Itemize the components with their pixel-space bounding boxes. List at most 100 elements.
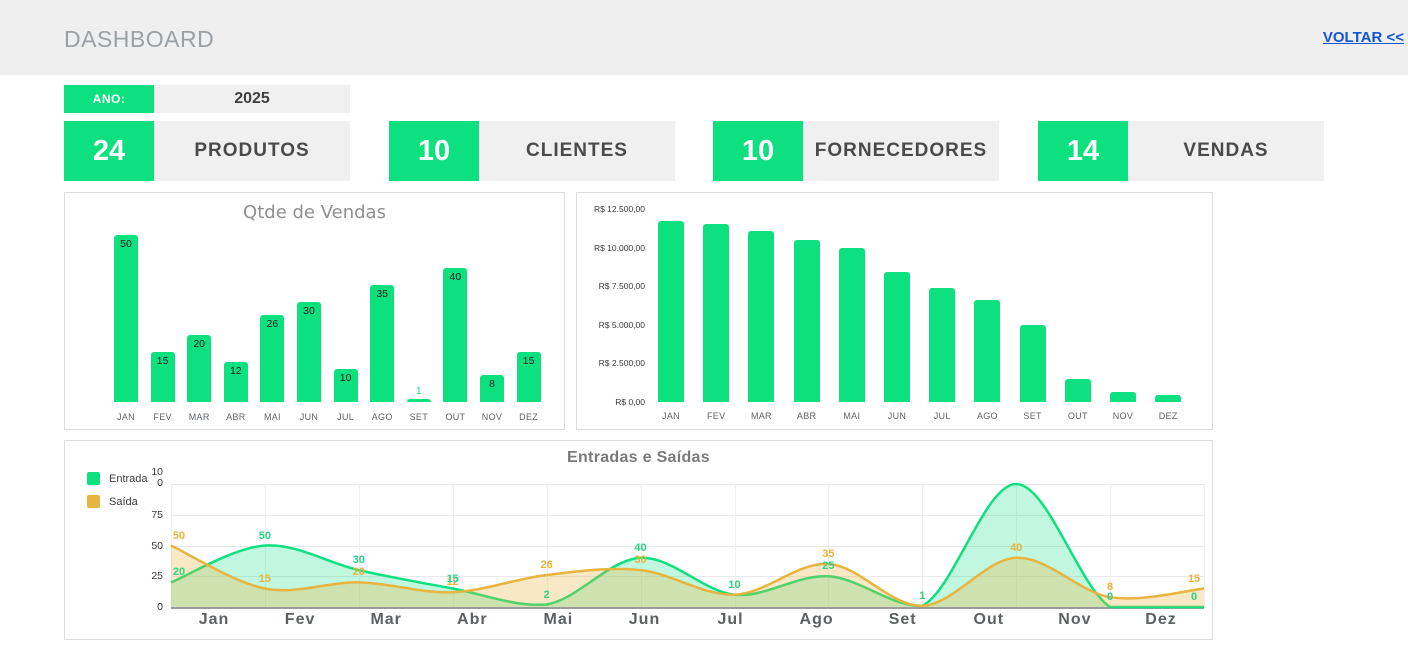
- year-value[interactable]: 2025: [154, 85, 350, 113]
- x-tick-label: ABR: [226, 412, 246, 422]
- bar: [703, 224, 730, 402]
- page-title: DASHBOARD: [64, 26, 215, 52]
- kpi-produtos-label: PRODUTOS: [154, 121, 350, 181]
- x-tick-label: Jul: [717, 611, 744, 628]
- kpi-clientes: 10 CLIENTES: [389, 121, 675, 181]
- gridline: [171, 545, 1204, 547]
- x-tick-label: MAR: [188, 412, 210, 422]
- x-tick-label: NOV: [1112, 411, 1134, 421]
- area-series-canvas: [170, 482, 1205, 609]
- x-tick-label: FEV: [706, 411, 726, 421]
- y-tick-label: 25: [151, 570, 163, 583]
- bar: [658, 221, 684, 402]
- bar: [884, 271, 910, 402]
- gridline: [546, 484, 548, 607]
- point-value-label: 35: [822, 548, 835, 560]
- area-series-saida-line: [170, 544, 1205, 608]
- x-tick-label: DEZ: [1158, 411, 1178, 421]
- bar: [150, 351, 175, 402]
- bar: [370, 285, 395, 402]
- chart-qtde-vendas: Qtde de Vendas 50 JAN 15 FEV 20 MAR 12 ABR 26 MAI…: [64, 192, 565, 430]
- legend-item-entrada: Entrada: [87, 472, 148, 485]
- bar-value-label: 1: [415, 384, 422, 397]
- saida-swatch-icon: [87, 495, 100, 508]
- x-tick-label: Mai: [543, 611, 574, 628]
- x-tick-label: Dez: [1145, 611, 1177, 628]
- chart-receita-mensal-plot: R$ 12.500,00 R$ 10.000,00 R$ 7.500,00 R$ 5.…: [577, 193, 1212, 429]
- entrada-swatch-icon: [87, 472, 100, 485]
- point-value-label: 50: [258, 529, 272, 542]
- gridline: [171, 576, 1204, 578]
- y-tick-label: R$ 0,00: [615, 397, 645, 407]
- point-value-label: 10: [728, 578, 741, 591]
- chart-receita-mensal: R$ 12.500,00 R$ 10.000,00 R$ 7.500,00 R$ 5.…: [576, 192, 1213, 430]
- bar: [443, 268, 468, 402]
- bar-value-label: 12: [229, 364, 242, 377]
- bar: [333, 368, 358, 402]
- point-value-label: 12: [446, 576, 459, 589]
- x-tick-label: JUN: [299, 412, 319, 422]
- bar-value-label: 35: [376, 288, 389, 301]
- gridline: [171, 484, 1204, 485]
- gridline: [171, 514, 1204, 516]
- x-tick-label: Fev: [284, 611, 316, 628]
- point-value-label: 15: [446, 572, 459, 585]
- chart-entradas-saidas-plot: 100 75 50 25 0 50 15 20 12 26 30 10 35 1 40 8 15 20 50 30 15…: [65, 441, 1212, 639]
- bar: [974, 300, 1001, 402]
- x-tick-label: JUL: [933, 411, 951, 421]
- x-tick-label: ABR: [796, 411, 817, 421]
- x-tick-label: AGO: [976, 411, 998, 421]
- kpi-produtos-value: 24: [64, 121, 154, 181]
- x-tick-label: Set: [888, 611, 917, 628]
- point-value-label: 15: [258, 572, 272, 585]
- bar: [1155, 395, 1182, 402]
- x-tick-label: Ago: [799, 611, 834, 628]
- point-value-label: 40: [1010, 541, 1023, 554]
- bar-value-label: 40: [449, 271, 462, 284]
- bar: [223, 361, 248, 402]
- x-tick-label: Abr: [457, 611, 488, 628]
- x-tick-label: OUT: [445, 412, 466, 422]
- bar: [187, 335, 212, 402]
- point-value-label: 25: [822, 560, 835, 573]
- x-tick-label: Jun: [628, 611, 661, 628]
- gridline: [358, 484, 360, 607]
- y-tick-label: R$ 5.000,00: [598, 319, 645, 330]
- point-value-label: 20: [172, 566, 186, 579]
- point-value-label: 20: [352, 566, 365, 579]
- point-value-label: 0: [1107, 591, 1114, 603]
- point-value-label: 30: [634, 554, 647, 567]
- gridline: [1204, 484, 1205, 607]
- x-tick-label: DEZ: [519, 412, 539, 422]
- x-tick-label: Mar: [370, 611, 402, 628]
- kpi-produtos: 24 PRODUTOS: [64, 121, 350, 181]
- chart-qtde-vendas-title: Qtde de Vendas: [243, 202, 386, 223]
- bar: [1064, 378, 1091, 402]
- point-value-label: 10: [728, 578, 741, 591]
- bar: [480, 375, 504, 402]
- chart-entradas-saidas: Entradas e Saídas Entrada Saída 100 75 50 2…: [64, 440, 1213, 640]
- back-link[interactable]: VOLTAR <<: [1322, 29, 1404, 46]
- bar: [114, 235, 138, 402]
- y-tick-label: 50: [151, 539, 163, 552]
- point-value-label: 40: [634, 541, 647, 554]
- kpi-fornecedores-label: FORNECEDORES: [803, 121, 999, 181]
- chart-legend: Entrada Saída: [87, 472, 148, 518]
- bar-value-label: 15: [522, 354, 535, 367]
- kpi-vendas: 14 VENDAS: [1038, 121, 1324, 181]
- bar-value-label: 15: [156, 354, 169, 367]
- x-tick-label: JAN: [117, 412, 135, 422]
- x-tick-label: JUL: [337, 412, 355, 422]
- bar: [748, 230, 775, 402]
- point-value-label: 0: [1190, 591, 1198, 603]
- kpi-vendas-label: VENDAS: [1128, 121, 1324, 181]
- bar: [406, 398, 431, 402]
- bar-value-label: 26: [266, 318, 279, 331]
- point-value-label: 8: [1107, 581, 1114, 594]
- point-value-label: 15: [1187, 572, 1201, 585]
- year-selector[interactable]: ANO: 2025: [64, 85, 350, 113]
- point-value-label: 1: [919, 589, 926, 602]
- y-tick-label: 0: [157, 601, 163, 613]
- x-tick-label: Jan: [198, 611, 230, 628]
- x-tick-label: SET: [1023, 411, 1042, 421]
